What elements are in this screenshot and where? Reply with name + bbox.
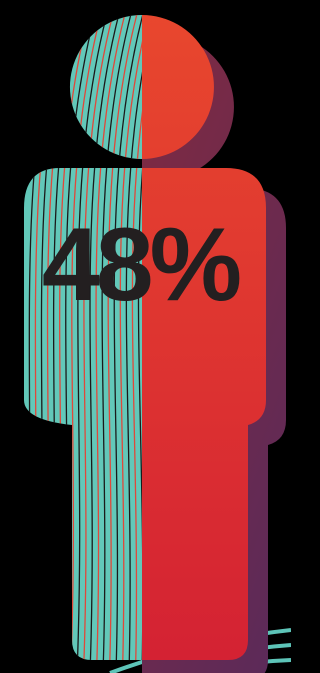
illustration: 48%: [0, 0, 291, 673]
statistic-label: 48%: [42, 207, 240, 323]
page: 48% (() => { const data = JSON.parse(doc…: [0, 0, 291, 673]
